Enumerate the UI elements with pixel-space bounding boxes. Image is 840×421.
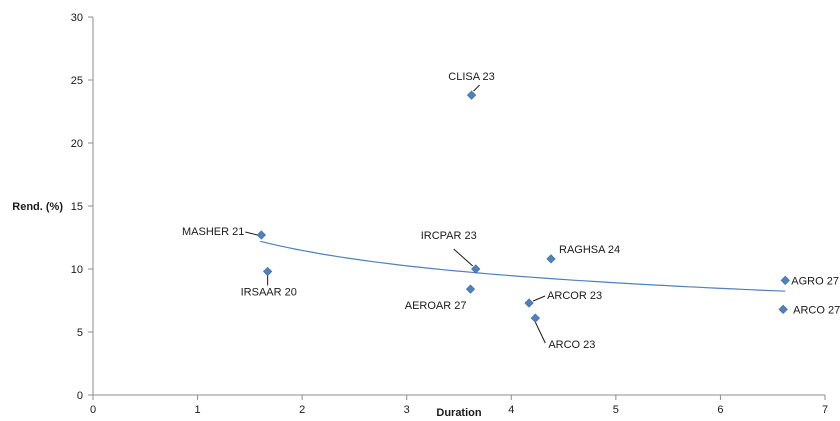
data-label: IRCPAR 23 [421, 230, 477, 242]
label-leader-line [532, 295, 546, 302]
y-tick-label: 15 [71, 201, 83, 213]
data-point [546, 254, 556, 264]
y-tick-label: 10 [71, 264, 83, 276]
data-point [466, 90, 477, 100]
label-leader-line [534, 321, 546, 344]
y-axis-title: Rend. (%) [12, 201, 63, 213]
data-label: CLISA 23 [448, 71, 494, 83]
x-tick-label: 2 [299, 404, 305, 416]
label-leader-lines [245, 84, 546, 344]
data-label: MASHER 21 [182, 226, 244, 238]
x-tick-label: 0 [90, 404, 96, 416]
y-tick-label: 20 [71, 138, 83, 150]
y-tick-label: 25 [71, 75, 83, 87]
data-label: IRSAAR 20 [241, 287, 297, 299]
data-label: AEROAR 27 [405, 300, 467, 312]
data-point [471, 264, 481, 274]
label-leader-line [473, 84, 480, 92]
x-tick-label: 3 [404, 404, 410, 416]
x-axis-title: Duration [436, 407, 482, 419]
data-labels: MASHER 21 IRSAAR 20 CLISA 23 IRCPAR 23 AEROA… [182, 71, 840, 351]
y-axis-ticks: 0 5 10 15 20 25 30 [71, 12, 93, 402]
x-axis-ticks: 0 1 2 3 4 5 6 7 [90, 395, 828, 416]
x-tick-label: 5 [613, 404, 619, 416]
data-point [256, 230, 266, 240]
x-tick-label: 7 [822, 404, 828, 416]
data-point [780, 275, 790, 285]
data-label: RAGHSA 24 [559, 244, 620, 256]
y-tick-label: 0 [77, 390, 83, 402]
data-label: ARCOR 23 [547, 290, 602, 302]
data-point [465, 284, 476, 294]
x-tick-label: 1 [195, 404, 201, 416]
label-leader-line [245, 231, 258, 236]
x-tick-label: 6 [717, 404, 723, 416]
data-point [263, 266, 273, 277]
label-leader-line [453, 248, 474, 267]
data-label: AGRO 27 [791, 275, 839, 287]
data-points [256, 90, 790, 323]
data-point [524, 298, 534, 308]
y-tick-label: 30 [71, 12, 83, 24]
x-tick-label: 4 [508, 404, 514, 416]
data-point [530, 313, 540, 323]
data-label: ARCO 27 [793, 304, 840, 316]
y-tick-label: 5 [77, 327, 83, 339]
data-point [778, 304, 788, 314]
trendline [260, 240, 786, 292]
data-label: ARCO 23 [548, 339, 595, 351]
